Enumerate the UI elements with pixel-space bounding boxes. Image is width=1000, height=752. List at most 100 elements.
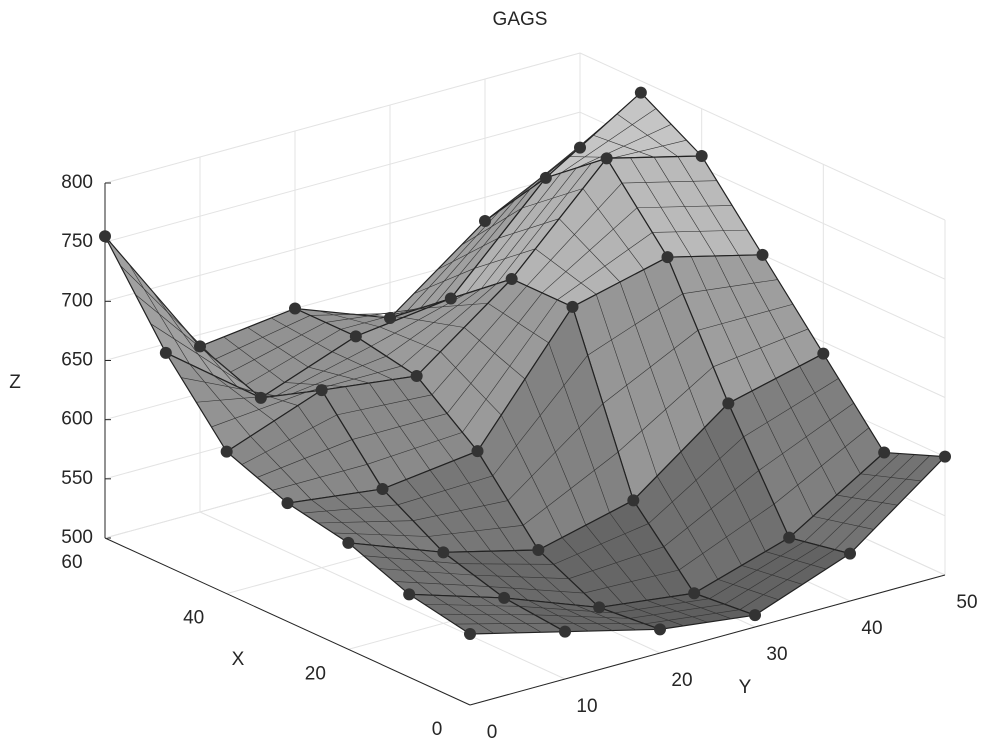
data-point [756, 248, 769, 261]
data-point [315, 384, 328, 397]
data-point [437, 546, 450, 559]
mesh-line [366, 307, 428, 316]
grid-line [199, 511, 566, 680]
data-point [505, 273, 518, 285]
x-axis [104, 537, 471, 706]
data-point [600, 152, 613, 165]
data-point [566, 300, 579, 313]
data-point [159, 346, 172, 359]
mesh-line [358, 492, 420, 551]
mesh-line [548, 342, 610, 513]
x-tick-label: 20 [305, 663, 326, 684]
data-point [722, 397, 735, 410]
mesh-line [524, 378, 587, 526]
mesh-line [176, 318, 238, 387]
mesh-line [836, 494, 898, 506]
data-point [878, 446, 891, 459]
mesh-line [593, 134, 655, 158]
mesh-line [643, 269, 705, 428]
mesh-line [526, 182, 623, 287]
mesh-line [427, 302, 488, 309]
data-point [281, 497, 294, 510]
data-point [559, 625, 571, 638]
mesh-line [670, 596, 732, 619]
mesh-line [453, 460, 515, 551]
y-tick-label: 50 [956, 592, 977, 613]
data-point [688, 587, 701, 600]
grid-line [579, 52, 946, 221]
mesh-line [213, 375, 275, 422]
mesh-line [677, 156, 740, 256]
mesh-line [582, 188, 644, 270]
data-point [410, 370, 423, 382]
mesh-line [215, 315, 311, 360]
data-point [349, 330, 362, 343]
z-axis-label: Z [9, 372, 21, 393]
mesh-line [241, 414, 338, 465]
mesh-line [429, 469, 492, 552]
mesh-line [738, 255, 800, 367]
mesh-line [743, 378, 839, 438]
y-axis-label: Y [739, 677, 752, 698]
mesh-line [621, 180, 717, 184]
mesh-line [609, 512, 671, 597]
mesh-line [397, 475, 493, 506]
data-point [498, 591, 511, 604]
mesh-line [487, 302, 549, 344]
y-axis [469, 574, 946, 706]
mesh-line [363, 555, 459, 565]
mesh-line [646, 600, 708, 623]
mesh-line [492, 355, 588, 477]
mesh-line [302, 504, 398, 514]
mesh-line [775, 378, 837, 496]
data-point [661, 251, 674, 264]
data-point [539, 171, 552, 184]
grid-line [104, 170, 581, 302]
mesh-line [799, 365, 861, 474]
mesh-line [368, 382, 431, 471]
data-point [593, 601, 606, 614]
mesh-line [575, 604, 637, 631]
data-point [749, 609, 761, 622]
data-point [471, 445, 484, 458]
data-point [634, 86, 647, 99]
mesh-line [404, 210, 501, 314]
data-point [342, 536, 355, 549]
mesh-line [463, 327, 526, 380]
mesh-line [437, 237, 499, 270]
mesh-line [648, 436, 744, 524]
mesh-line [273, 420, 336, 497]
mesh-line [616, 113, 679, 157]
y-tick-label: 40 [861, 618, 882, 639]
mesh-line [461, 207, 523, 246]
x-tick-label: 60 [61, 552, 82, 573]
mesh-line [456, 595, 518, 634]
mesh-line [714, 255, 777, 379]
mesh-line [704, 427, 766, 552]
mesh-line [334, 495, 397, 548]
z-tick-label: 750 [61, 231, 93, 252]
mesh-line [804, 453, 900, 542]
mesh-line [152, 291, 214, 376]
z-tick-label: 650 [61, 350, 93, 371]
mesh-line [331, 351, 394, 380]
data-point [939, 450, 951, 463]
mesh-line [741, 565, 803, 585]
data-point [444, 292, 457, 305]
mesh-line [553, 523, 649, 565]
z-tick-label: 500 [61, 527, 93, 548]
mesh-line [614, 598, 710, 614]
data-point [289, 302, 301, 315]
mesh-line [236, 386, 299, 406]
mesh-line [680, 451, 742, 566]
grid-line [104, 111, 581, 243]
mesh-line [558, 218, 621, 283]
data-point [479, 215, 491, 227]
y-tick-label: 0 [487, 722, 498, 743]
chart-title: GAGS [493, 9, 548, 30]
mesh-line [247, 327, 309, 368]
mesh-line [271, 317, 333, 352]
mesh-line [465, 172, 562, 294]
mesh-line [395, 547, 457, 597]
mesh-line [709, 541, 805, 599]
